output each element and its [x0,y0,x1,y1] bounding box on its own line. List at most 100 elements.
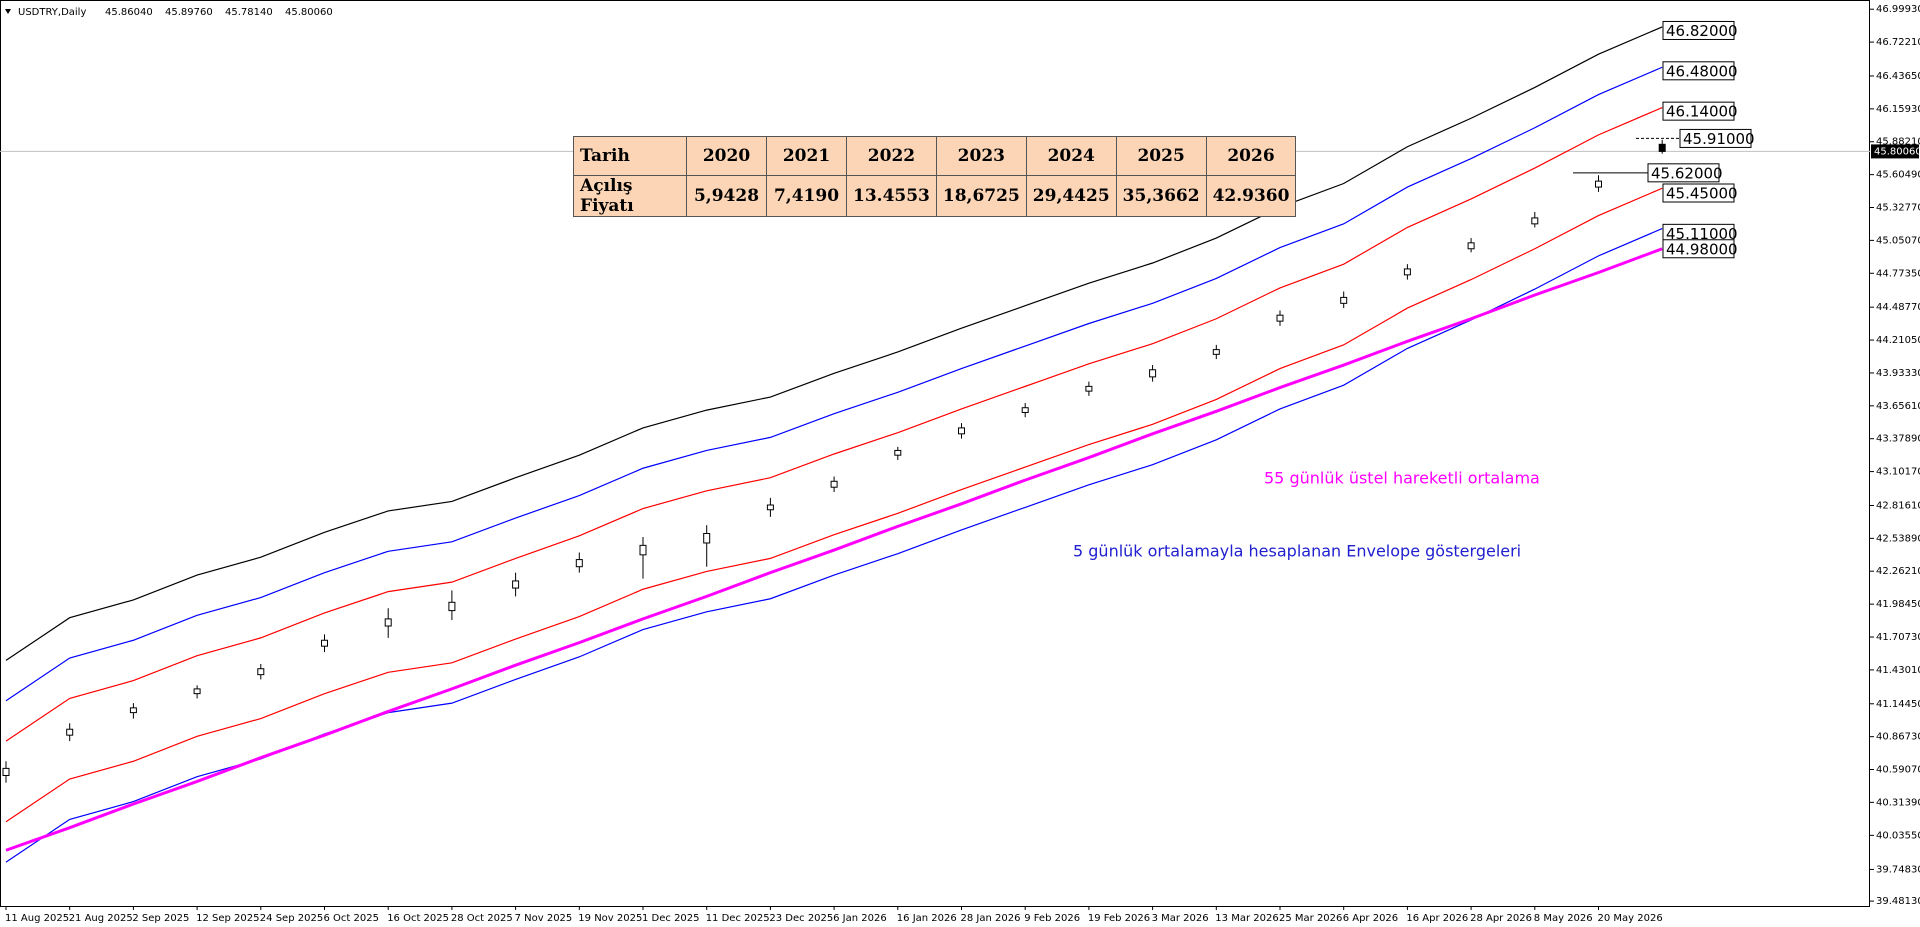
x-tick-label: 13 Mar 2026 [1215,913,1278,924]
table-cell: 2021 [766,136,847,176]
y-tick-label: 41.98450 [1876,599,1920,610]
table-cell: 2020 [686,136,767,176]
level-box [1662,183,1735,203]
menu-arrow [5,9,11,14]
y-tick-label: 42.81610 [1876,500,1920,511]
x-tick-label: 28 Oct 2025 [451,913,513,924]
candle-body [384,618,392,627]
table-cell: 13.4553 [846,175,937,217]
candle-body [1403,268,1411,276]
x-tick-label: 24 Sep 2025 [260,913,323,924]
candle-body [830,480,838,488]
candle-body [512,580,520,589]
y-tick-label: 40.86730 [1876,732,1920,743]
candle-body [766,504,774,511]
candle-body [639,544,647,556]
x-tick-label: 16 Apr 2026 [1406,913,1468,924]
ohlc-value: 45.86040 [105,7,153,18]
x-tick-label: 1 Dec 2025 [642,913,700,924]
candle-body [321,639,328,647]
table-cell: 7,4190 [766,175,847,217]
level-label: 45.45000 [1666,185,1738,203]
candle-body [448,601,456,612]
y-tick-label: 42.53890 [1876,533,1920,544]
level-box [1662,20,1735,40]
annotation: 5 günlük ortalamayla hesaplanan Envelope… [1073,542,1521,561]
y-tick-label: 46.72210 [1876,37,1920,48]
candle-body [1085,385,1093,392]
level-label: 46.82000 [1666,22,1738,40]
level-label: 46.14000 [1666,103,1738,121]
candle-body [1276,314,1284,322]
level-label: 45.91000 [1683,130,1755,148]
y-tick-label: 44.77350 [1876,268,1920,279]
candle-body [1212,349,1220,355]
x-tick-label: 2 Sep 2025 [132,913,189,924]
y-tick-label: 44.48770 [1876,302,1920,313]
y-tick-label: 44.21050 [1876,335,1920,346]
table-cell: 2024 [1025,136,1117,176]
table-row: Açılış Fiyatı 5,9428 7,4190 13.4553 18,6725 2… [573,175,1297,217]
x-tick-label: 6 Apr 2026 [1343,913,1398,924]
candle-body [958,427,965,435]
level-box [1662,239,1735,259]
x-tick-label: 11 Aug 2025 [5,913,69,924]
indicator-line [5,107,1663,742]
x-tick-label: 21 Aug 2025 [69,913,133,924]
level-box [1679,128,1752,148]
x-tick-label: 8 May 2026 [1534,913,1593,924]
candle-body [703,532,711,544]
y-tick-label: 45.05070 [1876,235,1920,246]
y-tick-label: 45.32770 [1876,203,1920,214]
y-tick-label: 40.59070 [1876,764,1920,775]
level-box [1662,61,1735,81]
indicator-line [5,247,1663,852]
y-tick-label: 40.31390 [1876,797,1920,808]
x-tick-label: 11 Dec 2025 [706,913,770,924]
y-tick-label: 43.37890 [1876,434,1920,445]
ohlc-value: 45.89760 [165,7,213,18]
table-cell: 2025 [1115,136,1207,176]
table-cell: 42.9360 [1205,175,1297,217]
candle-body [1467,242,1475,250]
x-tick-label: 28 Apr 2026 [1470,913,1532,924]
x-tick-label: 19 Feb 2026 [1088,913,1150,924]
y-tick-label: 41.14450 [1876,699,1920,710]
y-tick-label: 45.60490 [1876,170,1920,181]
x-tick-label: 23 Dec 2025 [769,913,833,924]
candle-body [66,728,74,736]
y-tick-label: 43.93330 [1876,368,1920,379]
annotation: 55 günlük üstel hareketli ortalama [1264,469,1540,488]
table-cell: 2026 [1205,136,1297,176]
y-tick-label: 42.26210 [1876,566,1920,577]
level-box [1647,163,1720,183]
x-tick-label: 25 Mar 2026 [1279,913,1342,924]
table-cell: 2022 [846,136,937,176]
x-tick-label: 3 Mar 2026 [1152,913,1209,924]
symbol: USDTRY,Daily [18,7,86,18]
candle-body [1340,296,1348,304]
x-tick-label: 20 May 2026 [1598,913,1663,924]
candle-body [193,688,201,695]
level-box [1662,101,1735,121]
price-table: Tarih 2020 2021 2022 2023 2024 2025 2026 Açılış … [573,136,1297,217]
indicator-line [5,187,1663,823]
candle-body [2,767,10,777]
x-tick-label: 6 Jan 2026 [833,913,887,924]
table-cell: 35,3662 [1115,175,1207,217]
table-cell: 18,6725 [935,175,1027,217]
current-price-box [1871,144,1919,159]
table-row: Tarih 2020 2021 2022 2023 2024 2025 2026 [573,136,1297,176]
y-tick-label: 40.03550 [1876,830,1920,841]
table-cell: 29,4425 [1025,175,1117,217]
level-label: 45.11000 [1666,225,1738,243]
table-cell: Açılış Fiyatı [573,175,687,217]
x-tick-label: 16 Oct 2025 [387,913,449,924]
candle-body [575,559,583,568]
candle-body [1149,369,1157,378]
level-label: 45.62000 [1651,164,1723,182]
indicator-line [5,26,1663,661]
y-tick-label: 41.70730 [1876,632,1920,643]
